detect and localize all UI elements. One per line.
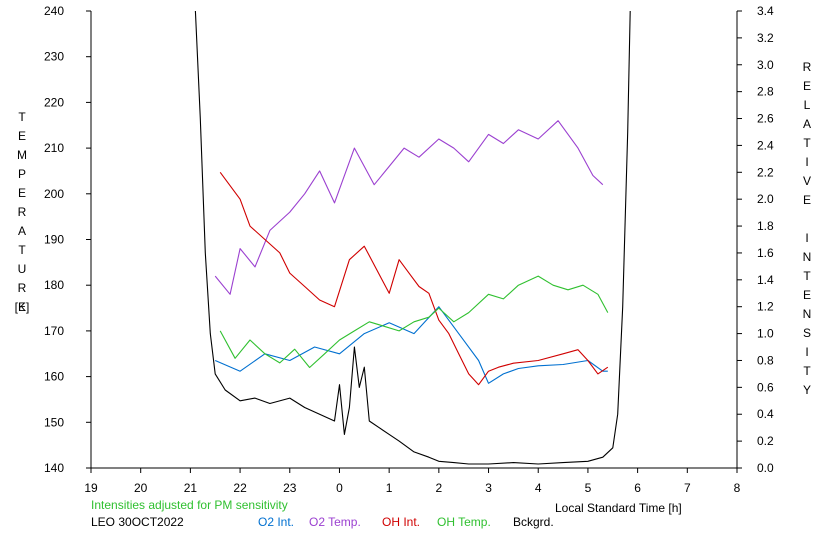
- axis-label-letter: I: [805, 231, 809, 245]
- y-right-tick-label: 3.2: [757, 31, 774, 45]
- axis-label-letter: T: [18, 110, 26, 124]
- y-left-tick-label: 160: [44, 370, 64, 384]
- legend-item-oh-int: OH Int.: [382, 515, 421, 529]
- x-tick-label: 2: [436, 481, 443, 495]
- x-axis-label: Local Standard Time [h]: [555, 501, 682, 515]
- y-right-tick-label: 0.0: [757, 461, 774, 475]
- legend-item-bckgrd: Bckgrd.: [513, 515, 554, 529]
- y-left-tick-label: 150: [44, 415, 64, 429]
- y-left-tick-label: 170: [44, 324, 64, 338]
- y-right-tick-label: 1.2: [757, 300, 774, 314]
- tick-labels: 1401501601701801902002102202302400.00.20…: [44, 4, 774, 495]
- series-line-oh-int: [219, 171, 609, 386]
- y-left-tick-label: 200: [44, 187, 64, 201]
- axis-label-letter: E: [802, 288, 811, 302]
- y-right-tick-label: 0.2: [757, 434, 774, 448]
- x-tick-label: 6: [634, 481, 641, 495]
- x-tick-label: 20: [134, 481, 148, 495]
- y-left-tick-label: 240: [44, 4, 64, 18]
- x-tick-label: 19: [84, 481, 98, 495]
- y-right-tick-label: 2.4: [757, 138, 774, 152]
- x-tick-label: 5: [585, 481, 592, 495]
- y-left-tick-label: 210: [44, 141, 64, 155]
- y-right-tick-label: 3.0: [757, 58, 774, 72]
- axis-label-letter: P: [17, 167, 26, 181]
- x-tick-label: 4: [535, 481, 542, 495]
- axis-label-letter: I: [805, 345, 809, 359]
- data-series: [194, 10, 631, 465]
- axis-label-letter: E: [17, 129, 26, 143]
- y-right-tick-label: 1.8: [757, 219, 774, 233]
- x-tick-label: 21: [184, 481, 198, 495]
- station-date: LEO 30OCT2022: [91, 515, 184, 529]
- axis-label-letter: U: [17, 262, 27, 276]
- axis-label-letter: E: [17, 300, 26, 314]
- y-left-tick-label: 140: [44, 461, 64, 475]
- series-line-o2-int: [214, 306, 608, 384]
- series-line-o2-temp: [214, 120, 604, 295]
- x-tick-label: 1: [386, 481, 393, 495]
- axis-label-letter: N: [802, 250, 812, 264]
- x-tick-label: 7: [684, 481, 691, 495]
- series-line-bckgrd: [194, 10, 631, 465]
- y-right-tick-label: 1.6: [757, 246, 774, 260]
- axis-label-letter: A: [17, 224, 26, 238]
- axis-label-letter: S: [802, 326, 811, 340]
- x-tick-label: 3: [485, 481, 492, 495]
- axis-label-letter: Y: [802, 383, 811, 397]
- y-right-tick-label: 1.0: [757, 327, 774, 341]
- series-line-oh-temp: [219, 275, 609, 369]
- y-right-tick-label: 2.2: [757, 165, 774, 179]
- axis-label-letter: R: [17, 281, 27, 295]
- y-right-tick-label: 0.4: [757, 407, 774, 421]
- legend-item-oh-temp: OH Temp.: [437, 515, 491, 529]
- axis-label-letter: N: [802, 307, 812, 321]
- axis-label-letter: R: [802, 60, 812, 74]
- axes: [86, 10, 742, 473]
- y-left-tick-label: 180: [44, 278, 64, 292]
- axis-label-letter: E: [802, 79, 811, 93]
- x-tick-label: 8: [734, 481, 741, 495]
- y-right-tick-label: 3.4: [757, 4, 774, 18]
- x-tick-label: 23: [283, 481, 297, 495]
- y-left-tick-label: 220: [44, 95, 64, 109]
- y-right-tick-label: 0.8: [757, 353, 774, 367]
- axis-label-letter: M: [17, 148, 27, 162]
- axis-label-letter: T: [803, 364, 811, 378]
- axis-label-letter: E: [802, 193, 811, 207]
- y-right-tick-label: 2.8: [757, 85, 774, 99]
- axis-label-letter: I: [805, 155, 809, 169]
- axis-label-letter: T: [803, 269, 811, 283]
- y-right-tick-label: 2.6: [757, 112, 774, 126]
- axis-label-letter: L: [803, 98, 811, 112]
- y-left-tick-label: 190: [44, 233, 64, 247]
- y-right-tick-label: 1.4: [757, 273, 774, 287]
- axis-label-letter: E: [17, 186, 26, 200]
- x-tick-label: 0: [336, 481, 343, 495]
- axis-label-letter: R: [17, 205, 27, 219]
- y-right-tick-label: 0.6: [757, 380, 774, 394]
- sensitivity-note: Intensities adjusted for PM sensitivity: [91, 498, 288, 512]
- legend-item-o2-temp: O2 Temp.: [309, 515, 361, 529]
- x-tick-label: 22: [233, 481, 247, 495]
- axis-label-letter: A: [802, 117, 811, 131]
- legend-item-o2-int: O2 Int.: [258, 515, 295, 529]
- y-left-tick-label: 230: [44, 50, 64, 64]
- axis-label-letter: T: [803, 136, 811, 150]
- axis-label-letter: V: [802, 174, 811, 188]
- y-axis-left-unit: [K]: [14, 300, 30, 314]
- y-right-tick-label: 2.0: [757, 192, 774, 206]
- axis-label-letter: T: [18, 243, 26, 257]
